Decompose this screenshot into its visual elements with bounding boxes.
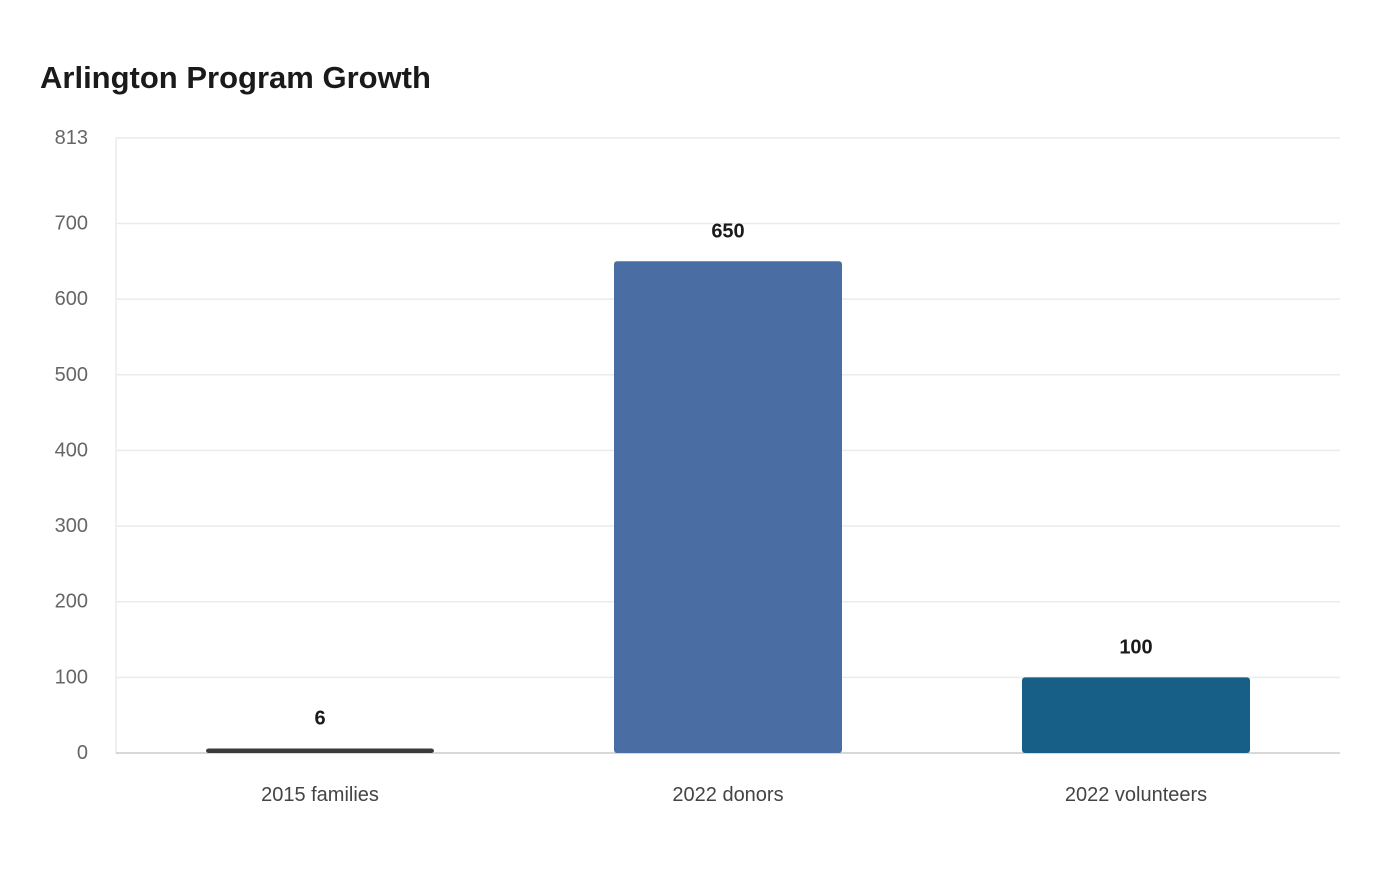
y-tick-label: 100 — [55, 666, 88, 688]
bars — [206, 261, 1250, 753]
x-tick-label: 2022 volunteers — [1065, 784, 1207, 806]
bar — [1022, 677, 1250, 753]
value-label: 100 — [1119, 636, 1152, 658]
y-tick-label: 700 — [55, 212, 88, 234]
y-tick-label: 200 — [55, 591, 88, 613]
y-tick-label: 600 — [55, 288, 88, 310]
x-axis-labels: 2015 families 2022 donors 2022 volunteers — [261, 784, 1207, 806]
y-tick-label: 0 — [77, 742, 88, 764]
y-axis-ticks: 0 100 200 300 400 500 600 700 813 — [55, 127, 88, 764]
y-tick-label: 813 — [55, 127, 88, 149]
x-tick-label: 2015 families — [261, 784, 379, 806]
x-tick-label: 2022 donors — [672, 784, 783, 806]
bar — [614, 261, 842, 753]
y-tick-label: 300 — [55, 515, 88, 537]
bar — [206, 748, 434, 753]
value-label: 650 — [711, 220, 744, 242]
chart-title: Arlington Program Growth — [40, 60, 431, 95]
y-tick-label: 400 — [55, 439, 88, 461]
value-label: 6 — [314, 707, 325, 729]
value-labels: 6 650 100 — [314, 220, 1152, 729]
y-tick-label: 500 — [55, 364, 88, 386]
